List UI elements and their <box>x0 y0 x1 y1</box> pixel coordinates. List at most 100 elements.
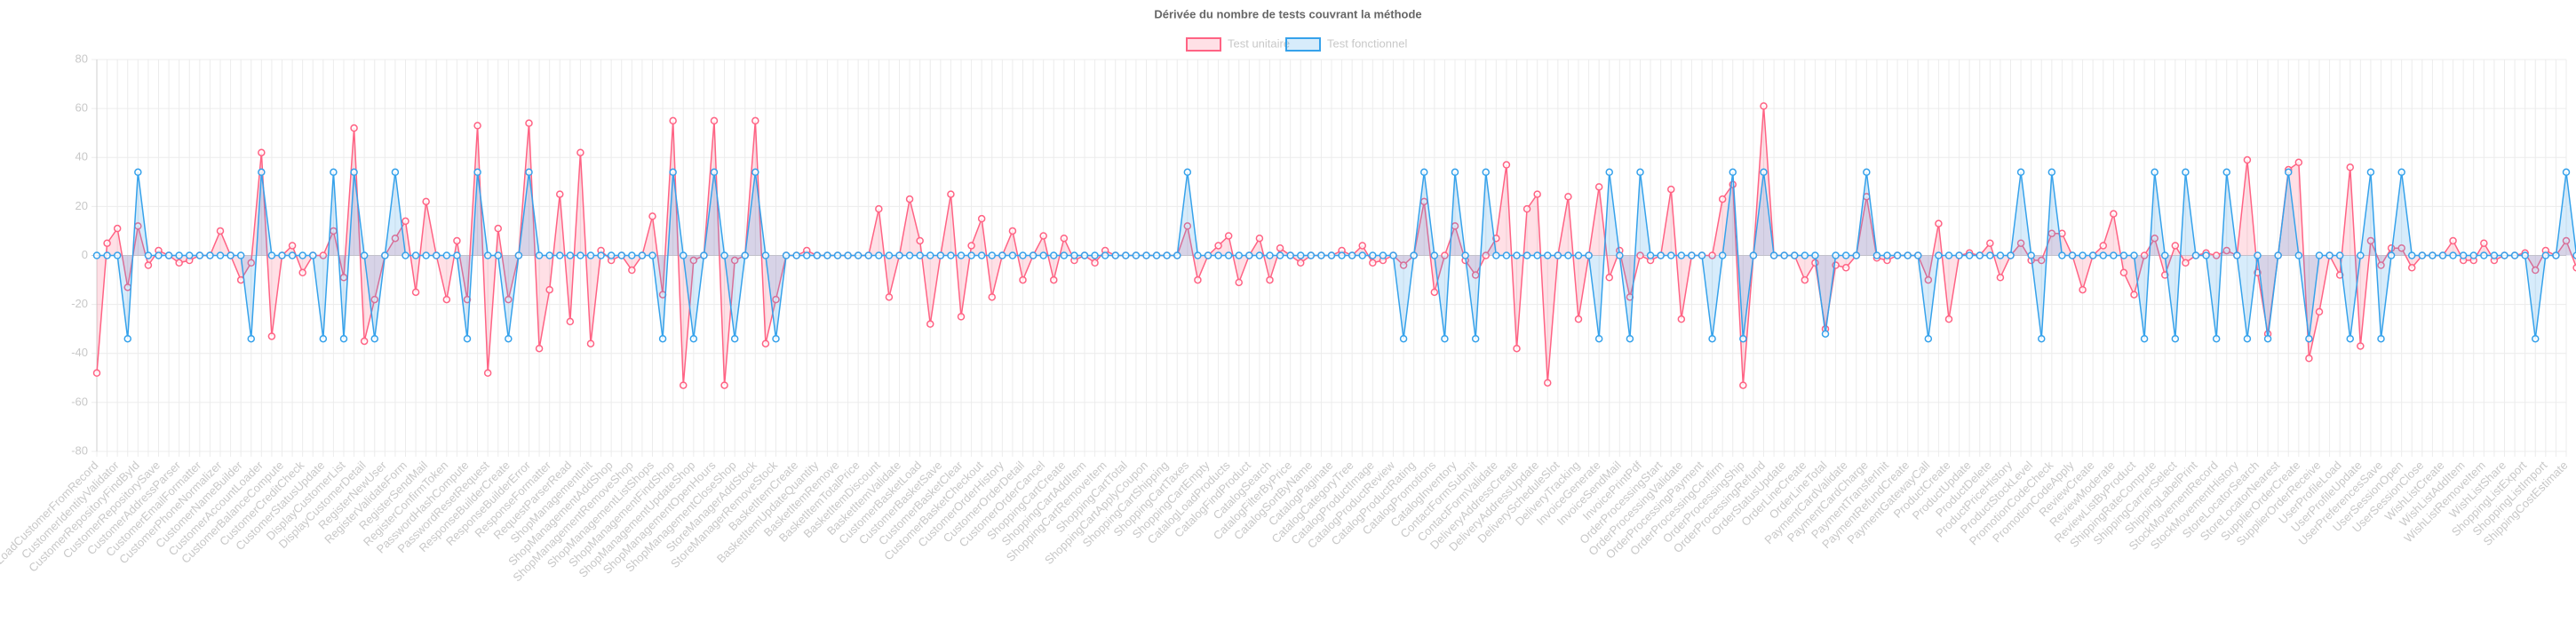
point <box>2016 168 2025 177</box>
point <box>576 251 584 259</box>
point <box>926 320 934 328</box>
point <box>1050 275 1058 284</box>
point <box>1080 251 1089 259</box>
point <box>1276 243 1284 252</box>
point <box>2088 251 2097 259</box>
point <box>1122 251 1130 259</box>
point <box>1286 251 1294 259</box>
point <box>2572 251 2576 259</box>
point <box>1492 251 1500 259</box>
point <box>258 148 266 156</box>
point <box>1657 251 1665 259</box>
point <box>1821 330 1830 338</box>
point <box>1585 251 1593 259</box>
point <box>1965 251 1974 259</box>
point <box>1636 168 1644 177</box>
point <box>2294 251 2303 259</box>
point <box>782 251 791 259</box>
point <box>1955 251 1963 259</box>
point <box>1358 251 1366 259</box>
point <box>2182 259 2190 267</box>
point <box>1214 251 1222 259</box>
point <box>2500 251 2508 259</box>
point <box>2274 251 2282 259</box>
point <box>1338 251 1346 259</box>
point <box>92 251 101 259</box>
point <box>607 251 616 259</box>
point <box>669 168 677 177</box>
point <box>1544 251 1552 259</box>
point <box>319 334 328 343</box>
point <box>1914 251 1922 259</box>
point <box>1574 315 1583 323</box>
point <box>1430 251 1439 259</box>
point <box>1986 239 1994 247</box>
point <box>2541 251 2550 259</box>
point <box>1811 251 1819 259</box>
point <box>1935 219 1943 227</box>
point <box>2161 271 2169 279</box>
point <box>330 168 338 177</box>
point <box>823 251 831 259</box>
point <box>411 251 420 259</box>
point <box>1852 251 1860 259</box>
point <box>2572 264 2576 272</box>
legend-swatch <box>1285 37 1321 52</box>
point <box>1111 251 1119 259</box>
point <box>1307 251 1316 259</box>
point <box>1636 251 1644 259</box>
point <box>977 251 986 259</box>
point <box>1944 251 1953 259</box>
point <box>905 251 914 259</box>
point <box>1008 227 1017 235</box>
point <box>730 256 739 265</box>
point <box>895 251 903 259</box>
point <box>988 293 996 301</box>
point <box>1667 251 1675 259</box>
point <box>1688 251 1696 259</box>
legend-label: Test fonctionnel <box>1327 36 1407 50</box>
point <box>916 236 924 245</box>
point <box>2315 251 2324 259</box>
point <box>1502 161 1511 169</box>
point <box>1667 185 1675 194</box>
point <box>483 369 492 378</box>
point <box>2222 168 2230 177</box>
point <box>2552 251 2560 259</box>
point <box>926 251 934 259</box>
point <box>2397 243 2405 252</box>
point <box>689 334 698 343</box>
point <box>2469 251 2477 259</box>
point <box>1616 251 1624 259</box>
point <box>1904 251 1912 259</box>
point <box>751 168 759 177</box>
point <box>258 168 266 177</box>
point <box>1214 242 1222 250</box>
point <box>144 261 153 269</box>
point <box>155 251 163 259</box>
point <box>1471 334 1480 343</box>
point <box>1245 251 1253 259</box>
point <box>2212 334 2221 343</box>
point <box>2171 242 2180 250</box>
point <box>2007 251 2015 259</box>
point <box>1132 251 1141 259</box>
point <box>288 242 297 250</box>
point <box>1399 334 1408 343</box>
point <box>1297 259 1305 267</box>
point <box>2151 168 2159 177</box>
y-tick-label: -80 <box>71 443 88 457</box>
point <box>1605 274 1613 282</box>
point <box>2490 251 2499 259</box>
point <box>792 251 800 259</box>
point <box>1255 251 1264 259</box>
point <box>1708 334 1716 343</box>
point <box>2418 251 2427 259</box>
point <box>195 251 204 259</box>
point <box>1564 251 1572 259</box>
point <box>103 251 111 259</box>
y-tick-label: -60 <box>71 395 88 408</box>
point <box>433 251 441 259</box>
point <box>617 251 625 259</box>
point <box>2305 355 2313 363</box>
